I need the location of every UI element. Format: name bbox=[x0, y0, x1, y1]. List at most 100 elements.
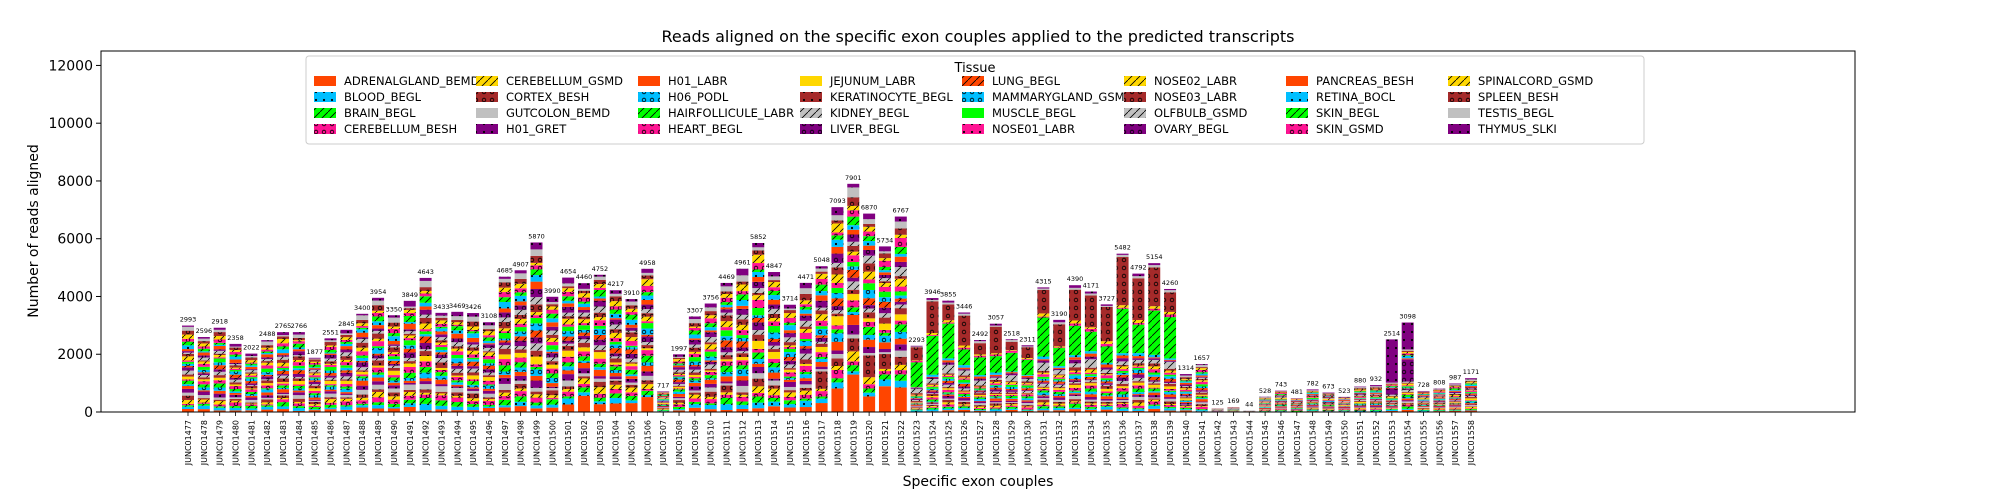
bar-segment bbox=[1259, 399, 1272, 401]
bar-segment bbox=[578, 387, 590, 393]
bar-segment bbox=[261, 362, 274, 366]
x-tick-label: JUNC01544 bbox=[1245, 420, 1254, 466]
bar-segment bbox=[292, 401, 305, 404]
bar-segment bbox=[1195, 401, 1208, 403]
bar-segment bbox=[1148, 384, 1161, 388]
bar-segment bbox=[562, 300, 575, 304]
bar-segment bbox=[736, 365, 749, 370]
legend-item: OLFBULB_GSMD bbox=[1124, 106, 1248, 120]
bar-segment bbox=[1401, 396, 1414, 399]
bar-segment bbox=[340, 406, 353, 410]
bar-segment bbox=[1037, 317, 1050, 357]
bar-segment bbox=[1148, 265, 1161, 268]
bar-segment bbox=[514, 314, 527, 319]
bar-segment bbox=[403, 392, 416, 396]
bar-segment bbox=[673, 389, 686, 392]
bar-segment bbox=[847, 225, 860, 230]
bar-stack bbox=[1211, 408, 1224, 412]
bar-segment bbox=[277, 362, 290, 367]
bar-segment bbox=[688, 374, 701, 378]
total-label: 782 bbox=[1306, 379, 1318, 387]
bar-segment bbox=[245, 391, 258, 394]
bar-segment bbox=[1449, 383, 1462, 385]
bar-segment bbox=[958, 370, 971, 376]
bar-segment bbox=[752, 277, 765, 282]
bar-segment bbox=[356, 338, 369, 343]
x-tick-label: JUNC01488 bbox=[358, 420, 367, 466]
bar-segment bbox=[1037, 356, 1050, 360]
bar-segment bbox=[1037, 389, 1050, 391]
x-tick-label: JUNC01506 bbox=[643, 420, 652, 466]
bar-segment bbox=[863, 355, 876, 378]
legend-label: SPINALCORD_GSMD bbox=[1478, 74, 1593, 88]
bar-segment bbox=[625, 312, 638, 315]
legend-swatch bbox=[314, 76, 336, 86]
bar-segment bbox=[1370, 388, 1382, 390]
bar-segment bbox=[292, 410, 305, 412]
bar-segment bbox=[1322, 408, 1335, 410]
bar-segment bbox=[593, 317, 606, 321]
bar-segment bbox=[989, 392, 1002, 395]
bar-segment bbox=[1433, 403, 1446, 405]
bar-segment bbox=[942, 399, 955, 403]
bar-segment bbox=[467, 344, 480, 348]
bar-segment bbox=[530, 408, 543, 412]
legend-swatch bbox=[1286, 108, 1308, 118]
bar-segment bbox=[752, 322, 765, 331]
bar-segment bbox=[1069, 391, 1082, 394]
bar-segment bbox=[372, 389, 385, 392]
bar-segment bbox=[1195, 409, 1208, 411]
bar-segment bbox=[1069, 403, 1082, 408]
bar-segment bbox=[974, 406, 986, 408]
bar-segment bbox=[768, 272, 781, 277]
bar-segment bbox=[799, 339, 812, 341]
bar-segment bbox=[894, 246, 907, 254]
legend-swatch bbox=[1124, 92, 1146, 102]
bar-stack bbox=[863, 213, 876, 412]
bar-segment bbox=[467, 321, 480, 327]
bar-segment bbox=[1274, 391, 1287, 393]
bar-segment bbox=[673, 400, 686, 403]
bar-segment bbox=[324, 384, 337, 386]
bar-segment bbox=[277, 375, 290, 379]
bar-segment bbox=[958, 377, 971, 379]
bar-segment bbox=[514, 380, 527, 384]
bar-segment bbox=[1084, 375, 1097, 377]
bar-segment bbox=[1370, 392, 1382, 394]
bar-segment bbox=[1100, 374, 1113, 376]
x-axis: JUNC01477 JUNC01478 JUNC01479 JUNC01480 JUNC… bbox=[184, 412, 1476, 466]
bar-segment bbox=[1037, 382, 1050, 384]
bar-segment bbox=[609, 364, 622, 367]
bar-segment bbox=[435, 358, 448, 363]
bar-segment bbox=[1037, 392, 1050, 396]
total-label: 2551 bbox=[322, 328, 339, 336]
bar-segment bbox=[1164, 359, 1177, 361]
bar-segment bbox=[292, 356, 305, 360]
bar-segment bbox=[182, 341, 194, 346]
bar-segment bbox=[609, 318, 622, 320]
bar-segment bbox=[641, 334, 654, 337]
bar-segment bbox=[1179, 410, 1192, 412]
bar-segment bbox=[625, 314, 638, 320]
bar-segment bbox=[1132, 381, 1145, 383]
bar-segment bbox=[356, 371, 369, 375]
bar-segment bbox=[894, 261, 907, 268]
bar-stack bbox=[878, 246, 891, 412]
bar-segment bbox=[1164, 378, 1177, 382]
bar-segment bbox=[752, 281, 765, 289]
bar-segment bbox=[926, 409, 939, 412]
bar-segment bbox=[403, 335, 416, 339]
total-label: 5048 bbox=[813, 256, 830, 264]
bar-segment bbox=[1370, 397, 1382, 399]
legend-swatch bbox=[800, 76, 822, 86]
bar-segment bbox=[942, 302, 955, 305]
bar-segment bbox=[958, 315, 971, 346]
bar-segment bbox=[831, 325, 844, 330]
x-tick-label: JUNC01548 bbox=[1309, 420, 1318, 466]
bar-segment bbox=[546, 341, 559, 346]
bar-segment bbox=[435, 372, 448, 376]
bar-segment bbox=[1433, 405, 1446, 407]
bar-segment bbox=[1116, 394, 1129, 398]
bar-segment bbox=[229, 367, 242, 369]
bar-segment bbox=[1417, 408, 1430, 410]
